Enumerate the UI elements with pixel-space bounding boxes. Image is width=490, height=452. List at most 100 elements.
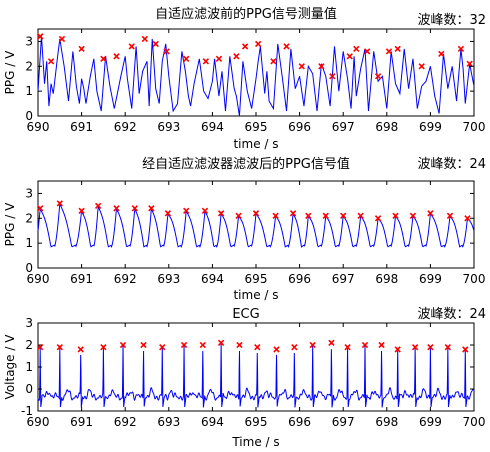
chart-2: 690 691 692 693 694 695 696 697 698 699 700 0 1 2 3 经自适…: [3, 156, 486, 302]
x-tick-label: 697: [332, 415, 355, 429]
peak-marker: [56, 200, 63, 207]
peak-marker: [357, 212, 364, 219]
x-tick-label: 692: [114, 272, 137, 286]
peak-marker: [418, 63, 425, 70]
y-tick-label: 1: [25, 236, 33, 250]
peak-marker: [466, 60, 473, 67]
x-tick-label: 698: [375, 120, 398, 134]
plot-area: [37, 28, 475, 117]
y-axis-label: PPG / V: [3, 202, 17, 246]
peak-marker: [128, 43, 135, 50]
peak-marker: [95, 202, 102, 210]
peak-marker: [164, 210, 172, 217]
x-tick-label: 696: [288, 415, 311, 429]
peak-marker: [148, 205, 155, 212]
x-tick-label: 694: [201, 272, 224, 286]
x-axis-label: time / s: [233, 288, 278, 302]
peak-marker: [141, 35, 148, 43]
y-tick-label: 3: [25, 316, 33, 330]
x-tick-label: 692: [114, 415, 137, 429]
peak-marker: [235, 212, 242, 219]
y-tick-label: 3: [25, 186, 33, 200]
plot-area: [37, 180, 475, 269]
peak-marker: [131, 205, 138, 212]
x-tick-label: 690: [27, 120, 50, 134]
x-tick-label: 695: [245, 272, 268, 286]
x-tick-label: 693: [157, 272, 180, 286]
peak-marker: [361, 341, 369, 349]
peak-marker: [444, 344, 452, 351]
peak-marker: [217, 339, 225, 346]
signal-line: [37, 342, 475, 408]
peak-marker: [464, 215, 471, 222]
peak-marker: [378, 341, 385, 349]
peak-marker: [385, 48, 393, 55]
peak-marker: [159, 344, 166, 351]
x-tick-label: 700: [463, 120, 486, 134]
peak-marker: [140, 341, 147, 349]
peak-marker: [217, 210, 225, 217]
x-tick-label: 693: [157, 120, 180, 134]
peak-marker: [254, 344, 261, 351]
peak-marker: [305, 212, 312, 219]
chart-3: 690 691 692 693 694 695 696 697 698 699 700 -1 0 1 2 3 E…: [3, 307, 486, 449]
y-tick-label: 3: [25, 34, 33, 48]
peak-marker: [457, 45, 465, 53]
peak-count-label: 波峰数：32: [417, 13, 486, 28]
x-tick-label: 696: [288, 272, 311, 286]
peak-marker: [183, 207, 190, 214]
peak-marker: [283, 43, 290, 50]
peak-marker: [183, 55, 190, 62]
peak-marker: [394, 45, 401, 53]
peak-marker: [291, 344, 298, 351]
peak-marker: [180, 341, 188, 349]
chart-title: ECG: [232, 307, 259, 322]
peak-marker: [298, 63, 305, 70]
peak-marker: [409, 212, 417, 219]
x-tick-label: 696: [288, 120, 311, 134]
peak-marker: [58, 35, 66, 43]
peak-marker: [113, 53, 120, 60]
x-axis-label: time / s: [233, 137, 278, 151]
x-tick-label: 698: [375, 272, 398, 286]
peak-marker: [328, 339, 335, 346]
peak-marker: [446, 212, 454, 219]
x-axis-label: Time / s: [231, 435, 279, 449]
peak-marker: [364, 48, 371, 55]
y-axis-label: PPG / V: [3, 50, 17, 94]
x-tick-label: 697: [332, 120, 355, 134]
peak-marker: [427, 210, 434, 217]
y-tick-label: 2: [25, 338, 33, 352]
peak-marker: [272, 212, 279, 219]
x-tick-label: 699: [419, 272, 442, 286]
peak-marker: [56, 344, 63, 351]
y-tick-label: -1: [21, 404, 33, 418]
peak-marker: [344, 344, 351, 351]
y-tick-label: 2: [25, 211, 33, 225]
peak-marker: [252, 210, 260, 217]
peak-marker: [100, 344, 107, 351]
peak-marker: [427, 344, 434, 351]
x-tick-label: 695: [245, 120, 268, 134]
peak-marker: [113, 205, 120, 212]
peak-marker: [394, 346, 401, 353]
peak-marker: [322, 212, 329, 219]
y-tick-label: 0: [25, 382, 33, 396]
peak-marker: [100, 55, 107, 62]
x-tick-label: 700: [463, 415, 486, 429]
peak-marker: [77, 346, 84, 353]
y-tick-label: 2: [25, 59, 33, 73]
x-tick-label: 691: [70, 272, 93, 286]
signal-line: [37, 36, 475, 117]
x-tick-label: 699: [419, 120, 442, 134]
peak-marker: [462, 346, 469, 353]
x-tick-label: 692: [114, 120, 137, 134]
y-tick-label: 1: [25, 360, 33, 374]
peak-marker: [163, 48, 170, 55]
y-tick-label: 1: [25, 84, 33, 98]
peak-marker: [329, 73, 336, 80]
peak-marker: [346, 53, 353, 60]
x-tick-label: 690: [27, 272, 50, 286]
peak-marker: [438, 50, 445, 58]
